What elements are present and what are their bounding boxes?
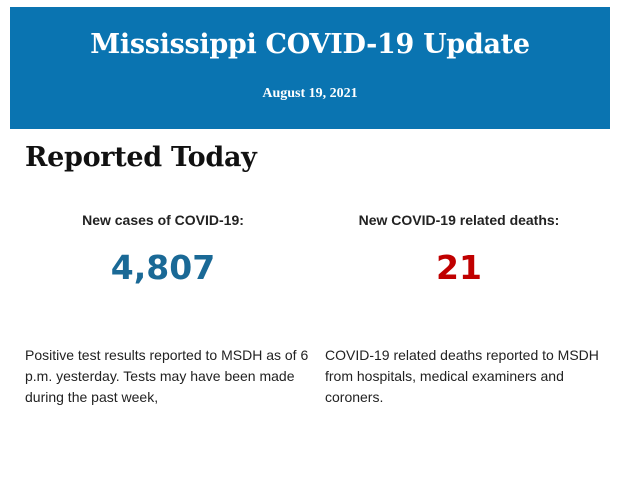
new-cases-label: New cases of COVID-19:: [82, 212, 244, 228]
new-cases-value: 4,807: [110, 248, 216, 287]
section-title: Reported Today: [25, 142, 257, 173]
report-date: August 19, 2021: [262, 86, 358, 101]
new-cases-description: Positive test results reported to MSDH a…: [25, 347, 309, 405]
new-deaths-label: New COVID-19 related deaths:: [358, 212, 560, 228]
new-deaths-value: 21: [436, 248, 482, 287]
header-banner: Mississippi COVID-19 Update August 19, 2…: [10, 7, 610, 129]
page-title: Mississippi COVID-19 Update: [90, 29, 530, 60]
new-deaths-description: COVID-19 related deaths reported to MSDH…: [325, 347, 599, 405]
new-deaths-panel: New COVID-19 related deaths: 21: [325, 212, 615, 287]
new-cases-panel: New cases of COVID-19: 4,807: [25, 212, 315, 287]
